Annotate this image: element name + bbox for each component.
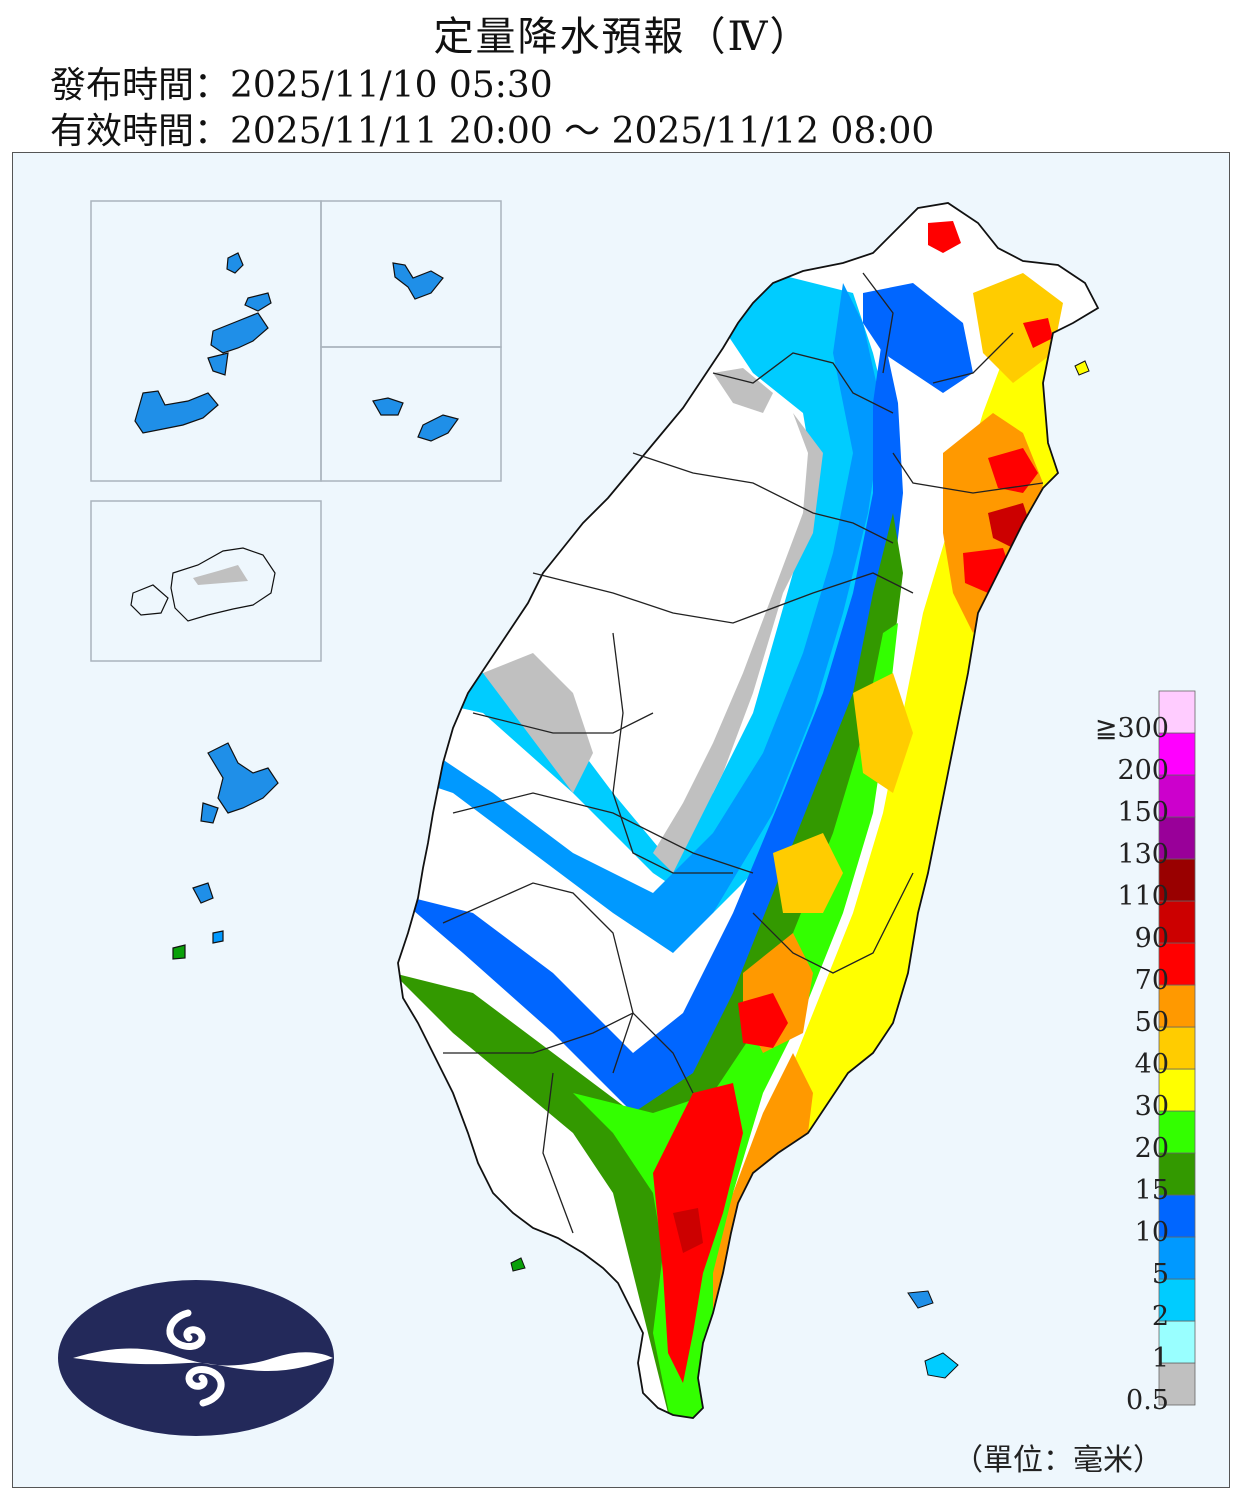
matsu-islands xyxy=(134,252,272,434)
legend-label: 15 xyxy=(1134,1175,1169,1206)
legend-label: 200 xyxy=(1117,755,1169,786)
legend-colorbar xyxy=(1158,690,1196,1406)
legend-label: 5 xyxy=(1151,1259,1169,1290)
legend-swatch xyxy=(1158,774,1196,818)
unit-label: （單位：毫米） xyxy=(953,1443,1163,1478)
rainfall-map[interactable] xyxy=(13,153,1230,1488)
legend-label: 90 xyxy=(1134,923,1169,954)
issue-time: 發布時間：2025/11/10 05:30 xyxy=(50,65,553,106)
county-boundaries xyxy=(442,272,1044,1234)
legend-label: 130 xyxy=(1117,839,1169,870)
map-frame[interactable]: 0.5 1 2 5 10 15 20 30 40 50 70 90 110 130 150 200 ≧300 （… xyxy=(12,152,1230,1488)
legend-label: 20 xyxy=(1134,1133,1169,1164)
kinmen-islands xyxy=(372,262,459,442)
legend-label: 30 xyxy=(1134,1091,1169,1122)
legend-swatch xyxy=(1158,1194,1196,1238)
legend-swatch xyxy=(1158,732,1196,776)
legend-label: 70 xyxy=(1134,965,1169,996)
green-island xyxy=(907,1290,934,1309)
legend-swatch xyxy=(1158,858,1196,902)
legend-label: 10 xyxy=(1134,1217,1169,1248)
legend-swatch xyxy=(1158,816,1196,860)
legend-swatch xyxy=(1158,1152,1196,1196)
legend-label: 2 xyxy=(1151,1301,1169,1332)
legend-swatch xyxy=(1158,690,1196,734)
penghu-islands xyxy=(172,742,279,960)
legend-swatch xyxy=(1158,1236,1196,1280)
valid-time: 有效時間：2025/11/11 20:00 ～ 2025/11/12 08:00 xyxy=(50,111,935,152)
legend-swatch xyxy=(1158,942,1196,986)
legend-swatch xyxy=(1158,984,1196,1028)
liuqiu-island xyxy=(510,1257,526,1272)
legend-swatch xyxy=(1158,1068,1196,1112)
guishan-island xyxy=(1074,360,1090,376)
legend-swatch xyxy=(1158,1362,1196,1406)
legend-label: 40 xyxy=(1134,1049,1169,1080)
dongyin-island xyxy=(130,547,276,622)
inset-boxes xyxy=(90,200,502,662)
orchid-island xyxy=(924,1352,959,1379)
map-title: 定量降水預報（Ⅳ） xyxy=(433,14,812,60)
legend-label: ≧300 xyxy=(1094,713,1169,744)
legend-label: 110 xyxy=(1117,881,1169,912)
legend-label: 50 xyxy=(1134,1007,1169,1038)
legend-swatch xyxy=(1158,1320,1196,1364)
legend-swatch xyxy=(1158,1026,1196,1070)
cwa-logo xyxy=(58,1280,334,1436)
legend-label: 1 xyxy=(1151,1343,1169,1374)
legend-label: 150 xyxy=(1117,797,1169,828)
legend-swatch xyxy=(1158,1110,1196,1154)
legend-label: 0.5 xyxy=(1126,1385,1169,1416)
